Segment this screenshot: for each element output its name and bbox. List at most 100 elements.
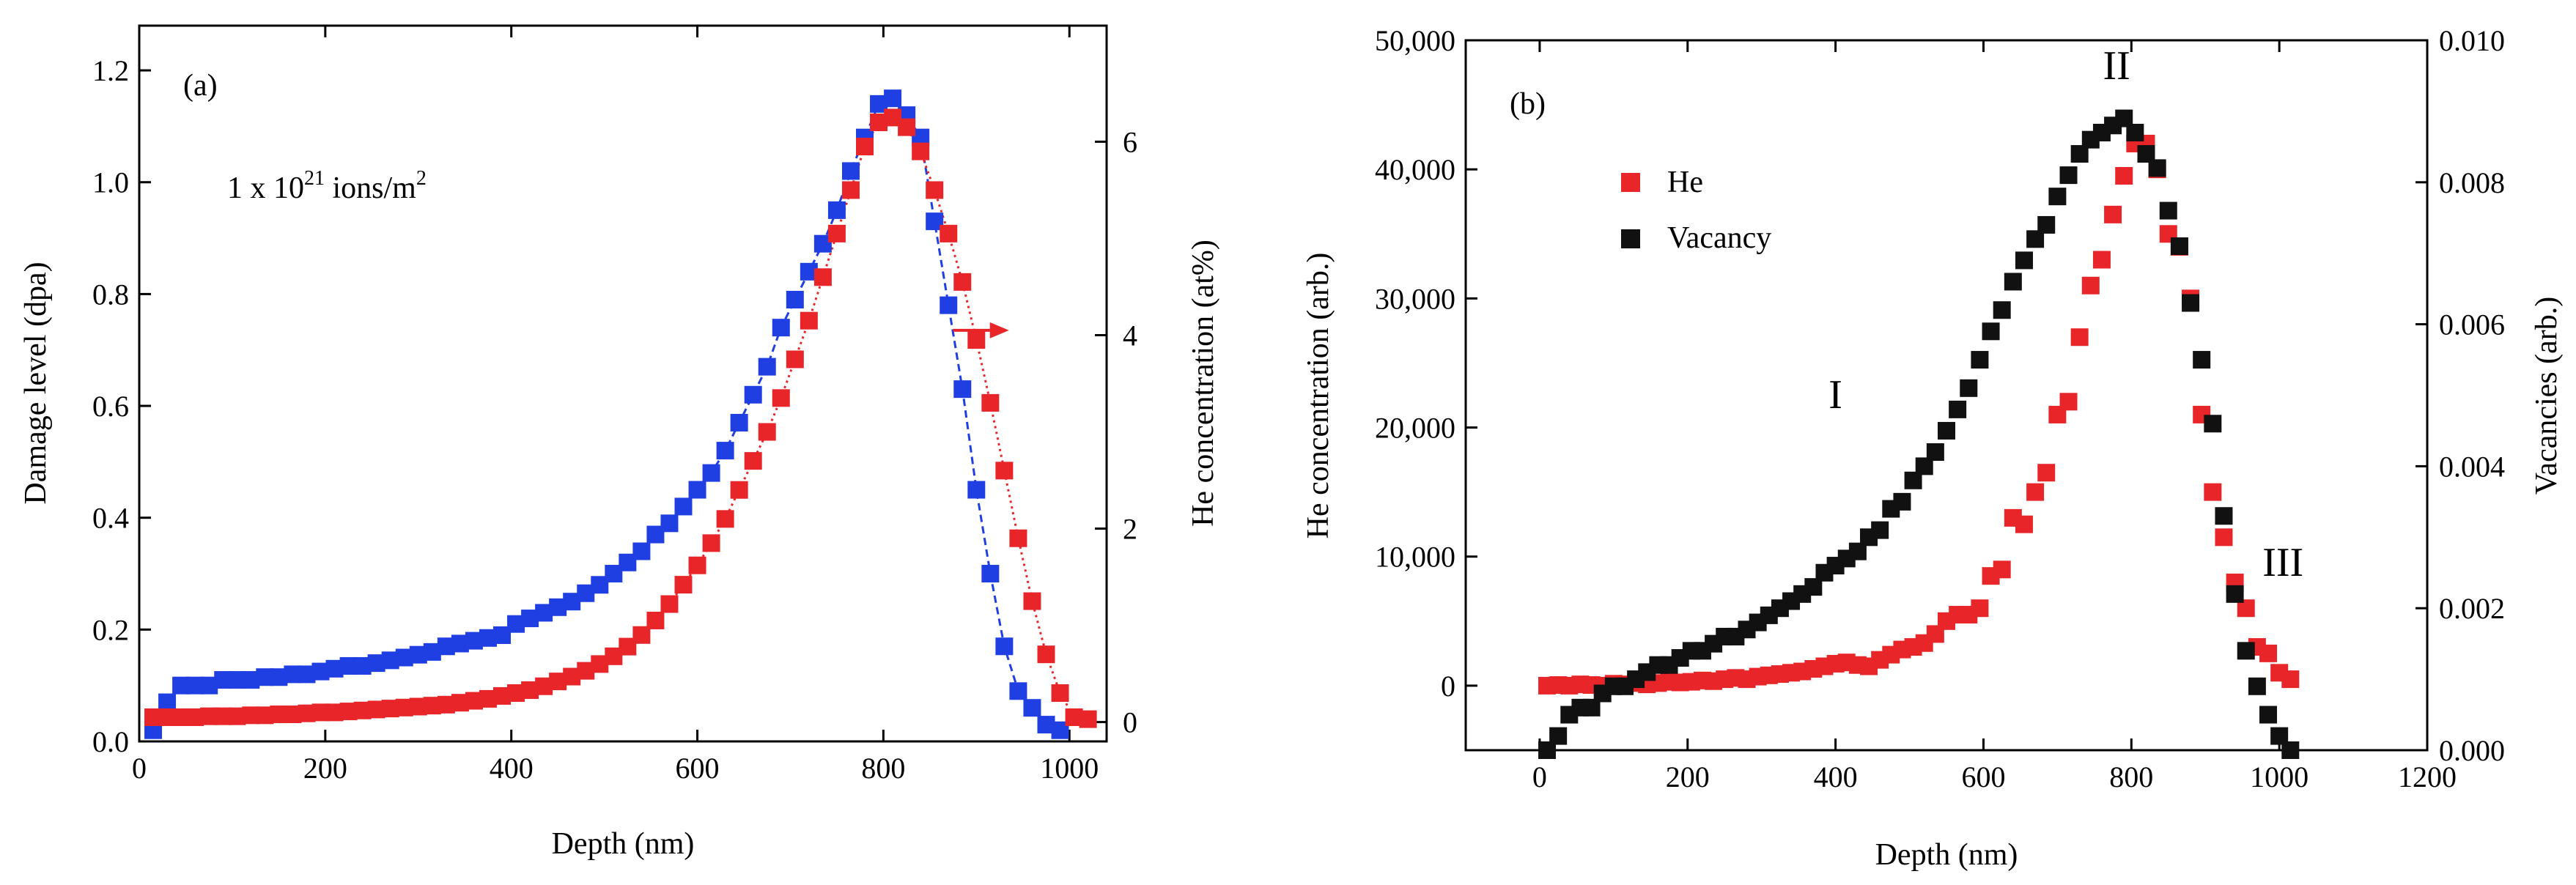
data-point [1009,529,1027,547]
data-point [2215,507,2233,525]
right-y-tick-label: 4 [1123,319,1137,352]
left-y-tick-label: 0 [1441,670,1455,703]
data-point [2015,515,2033,533]
data-point [841,162,860,180]
panel-b-right-y-ticks: 0.000 0.002 0.004 0.006 0.008 0.010 [2416,24,2505,767]
right-y-tick-label: 2 [1123,513,1137,546]
data-point [2159,201,2177,220]
data-point [926,181,944,199]
data-point [2037,464,2056,482]
legend-vacancy-label: Vacancy [1667,221,1771,255]
data-point [716,442,734,460]
data-point [2037,215,2056,234]
region-label: I [1828,372,1842,418]
data-point [2281,741,2300,759]
right-y-tick-label: 6 [1123,125,1137,158]
data-point [2170,237,2188,256]
data-point [730,481,748,499]
data-point [772,319,790,337]
panel-b-frame [1464,39,2429,752]
data-point [1971,351,1989,369]
data-point [995,462,1014,480]
data-point [716,510,734,528]
panel-a-x-ticks: 0 200 400 600 800 1000 [132,26,1099,785]
panel-b-x-ticks: 0 200 400 600 800 1000 1200 [1532,40,2457,793]
data-point [940,224,958,242]
data-point [674,497,693,516]
panel-a-label: (a) [183,69,218,103]
right-y-tick-label: 0.006 [2439,308,2505,341]
left-y-tick-label: 1.2 [92,54,129,87]
left-y-tick-label: 20,000 [1375,412,1455,445]
data-point [981,393,1000,412]
x-tick-label: 400 [1814,760,1858,793]
x-tick-label: 200 [1666,760,1710,793]
data-point [2259,644,2278,662]
right-y-tick-label: 0.004 [2439,450,2505,483]
right-y-tick-label: 0 [1123,706,1137,739]
panel-b-points [1538,109,2300,759]
legend-he-label: He [1667,166,1703,199]
panel-a-arrow [953,322,1009,338]
data-point [1982,322,2000,341]
right-y-tick-label: 0.002 [2439,592,2505,625]
data-point [632,542,651,560]
data-point [1051,684,1069,702]
x-tick-label: 600 [1961,760,2005,793]
data-point [2048,188,2067,206]
panel-a: 0 200 400 600 800 1000 0.00.20.40.60.81.01.2 … [19,24,1220,861]
data-point [1893,492,1911,511]
x-tick-label: 1000 [1040,752,1099,785]
data-point [702,534,720,552]
panel-b-legend: He Vacancy [1621,166,1771,255]
panel-a-frame [138,24,1108,743]
data-point [1971,599,1989,618]
data-point [1549,727,1568,745]
series-line-he [153,116,1088,721]
data-point [898,118,916,136]
data-point [1037,645,1055,664]
left-y-tick-label: 1.0 [92,166,129,199]
left-y-tick-label: 0.2 [92,613,129,646]
right-y-tick-label: 0.010 [2439,24,2505,57]
data-point [2059,393,2078,411]
data-point [800,311,818,330]
data-point [1993,560,2011,579]
left-y-tick-label: 0.8 [92,278,129,311]
x-tick-label: 0 [1532,760,1547,793]
data-point [2182,294,2200,312]
right-y-tick-label: 0.008 [2439,166,2505,199]
data-point [2226,585,2244,603]
data-point [1009,682,1027,700]
panel-b-left-y-axis-label: He concentration (arb.) [1302,253,1335,539]
data-point [2059,166,2078,185]
data-point [2193,351,2211,369]
fluence-exponent: 21 [304,167,325,190]
data-point [953,273,972,291]
data-point [2004,273,2022,291]
data-point [967,481,986,499]
x-tick-label: 400 [490,752,534,785]
data-point [967,331,986,349]
left-y-tick-label: 0.0 [92,725,129,758]
data-point [2115,166,2133,185]
data-point [786,291,804,309]
data-point [744,385,762,404]
panel-a-points [144,89,1097,739]
data-point [158,693,177,711]
data-point [646,611,665,629]
data-point [660,595,679,613]
left-y-tick-label: 30,000 [1375,282,1455,315]
data-point [758,358,776,376]
left-y-tick-label: 0.6 [92,390,129,423]
data-point [367,700,385,719]
panel-b-label: (b) [1510,87,1546,121]
data-point [1023,699,1041,717]
data-point [827,224,846,242]
panel-b-right-y-axis-label: Vacancies (arb.) [2530,297,2564,495]
data-point [758,423,776,441]
data-point [688,556,706,574]
data-point [744,452,762,470]
arrow-head [989,322,1009,338]
